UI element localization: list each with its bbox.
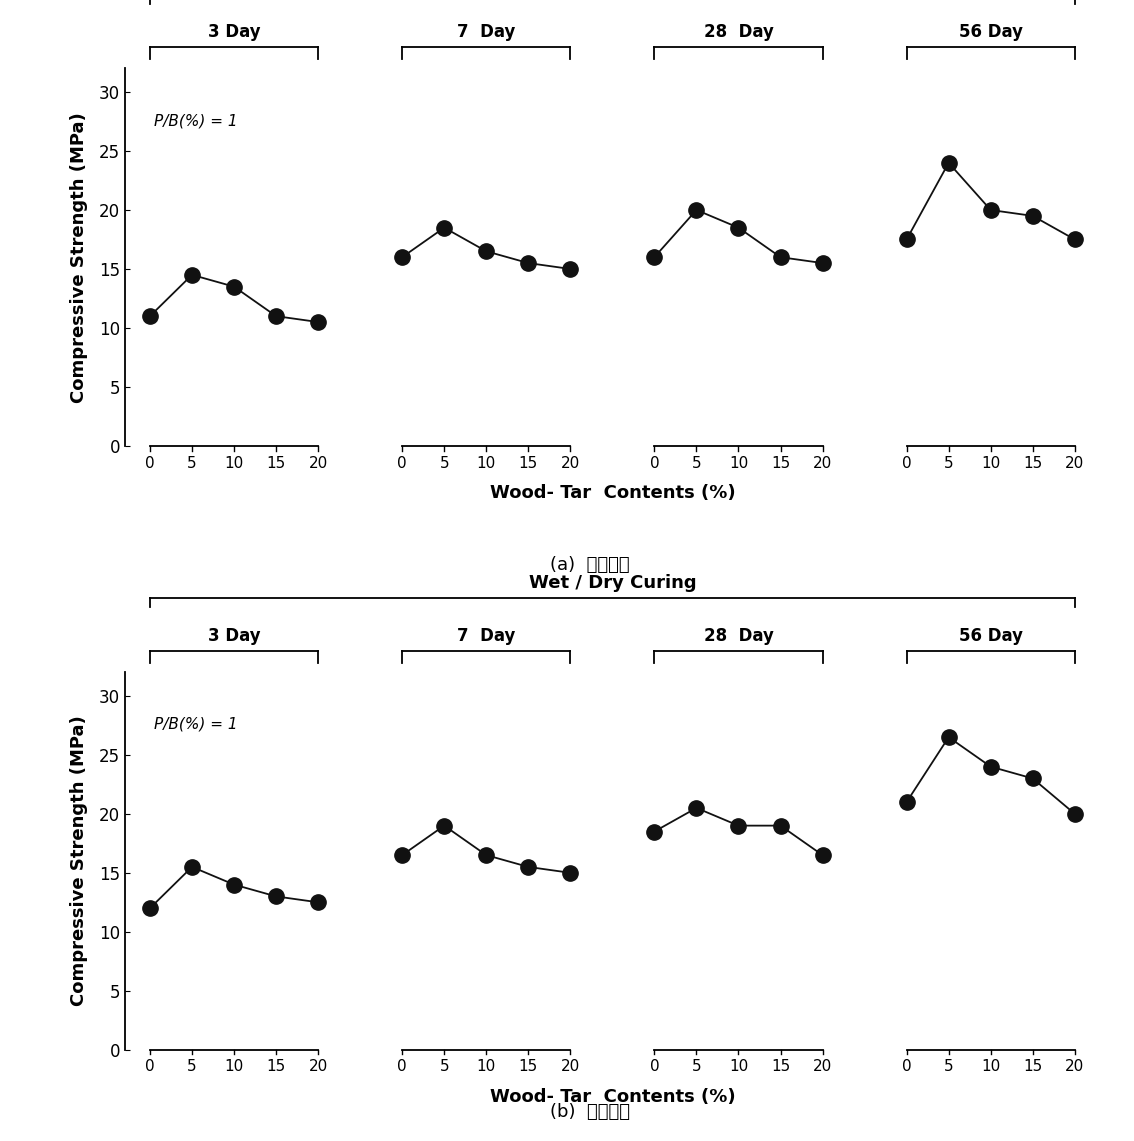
Text: (b)  습윤양생: (b) 습윤양생 [550,1103,629,1122]
X-axis label: Wood- Tar  Contents (%): Wood- Tar Contents (%) [490,485,735,502]
Y-axis label: Compressive Strength (MPa): Compressive Strength (MPa) [69,715,87,1006]
Text: 3 Day: 3 Day [208,23,261,41]
Text: P/B(%) = 1: P/B(%) = 1 [154,717,238,731]
Text: 56 Day: 56 Day [958,628,1023,645]
Text: 7  Day: 7 Day [457,628,516,645]
Text: 28  Day: 28 Day [703,23,773,41]
Text: Wet / Dry Curing: Wet / Dry Curing [528,574,696,592]
Text: 3 Day: 3 Day [208,628,261,645]
Text: 56 Day: 56 Day [958,23,1023,41]
Text: (a)  기중양생: (a) 기중양생 [550,556,629,574]
Y-axis label: Compressive Strength (MPa): Compressive Strength (MPa) [69,112,87,403]
Text: 28  Day: 28 Day [703,628,773,645]
X-axis label: Wood- Tar  Contents (%): Wood- Tar Contents (%) [490,1089,735,1107]
Text: 7  Day: 7 Day [457,23,516,41]
Text: P/B(%) = 1: P/B(%) = 1 [154,113,238,128]
